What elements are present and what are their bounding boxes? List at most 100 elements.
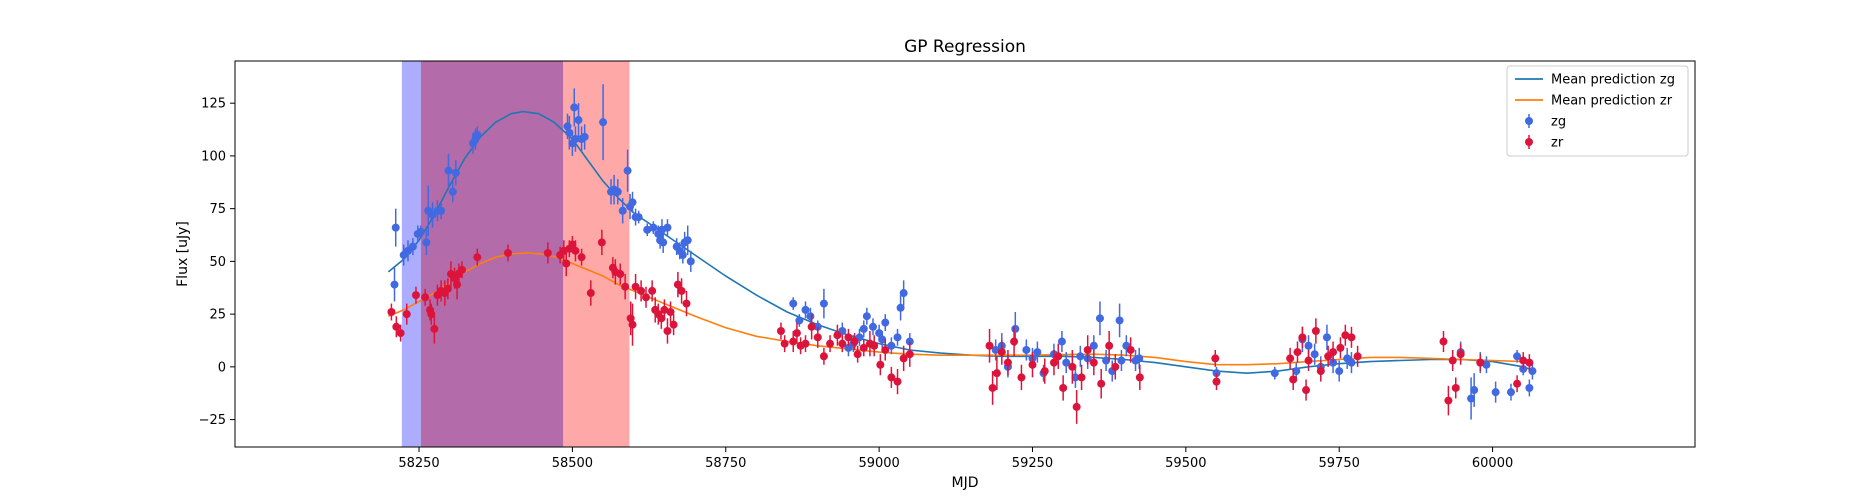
marker bbox=[905, 350, 914, 359]
marker bbox=[776, 326, 785, 335]
marker bbox=[1126, 345, 1135, 354]
marker bbox=[437, 206, 446, 215]
marker bbox=[1111, 362, 1120, 371]
marker bbox=[659, 238, 668, 247]
data-point-zr-18 bbox=[473, 248, 482, 266]
marker bbox=[1211, 354, 1220, 363]
data-point-zg-104 bbox=[1347, 352, 1356, 374]
marker bbox=[628, 320, 637, 329]
data-point-zr-97 bbox=[1212, 373, 1221, 391]
marker bbox=[422, 238, 431, 247]
data-point-zr-78 bbox=[1003, 349, 1012, 376]
marker bbox=[819, 352, 828, 361]
marker bbox=[1071, 373, 1080, 382]
marker bbox=[408, 242, 417, 251]
data-point-zg-24 bbox=[580, 124, 589, 150]
data-point-zr-85 bbox=[1059, 375, 1068, 401]
marker bbox=[473, 130, 482, 139]
data-point-zr-89 bbox=[1083, 335, 1092, 365]
marker bbox=[1289, 375, 1298, 384]
data-point-zr-73 bbox=[905, 341, 914, 367]
marker bbox=[850, 337, 859, 346]
marker bbox=[457, 265, 466, 274]
data-point-zr-48 bbox=[677, 278, 686, 304]
marker bbox=[1068, 362, 1077, 371]
marker bbox=[1298, 333, 1307, 342]
marker bbox=[1322, 333, 1331, 342]
marker bbox=[411, 291, 420, 300]
marker bbox=[1482, 360, 1491, 369]
marker bbox=[1010, 337, 1019, 346]
data-point-zr-108 bbox=[1336, 337, 1345, 359]
marker bbox=[887, 373, 896, 382]
marker bbox=[1102, 356, 1111, 365]
data-point-zr-105 bbox=[1316, 360, 1325, 382]
marker bbox=[503, 248, 512, 257]
marker bbox=[1062, 358, 1071, 367]
x-axis-label: MJD bbox=[952, 475, 979, 491]
marker bbox=[1476, 358, 1485, 367]
marker bbox=[631, 282, 640, 291]
data-point-zr-38 bbox=[642, 286, 651, 308]
marker bbox=[807, 322, 816, 331]
data-point-zg-30 bbox=[618, 198, 627, 224]
marker bbox=[1302, 386, 1311, 395]
data-point-zg-109 bbox=[1482, 356, 1491, 374]
marker bbox=[565, 128, 574, 137]
chart-title: GP Regression bbox=[904, 37, 1026, 57]
data-point-zr-114 bbox=[1448, 349, 1457, 372]
data-point-zr-49 bbox=[682, 290, 691, 317]
x-tick-label: 59250 bbox=[1012, 456, 1053, 471]
data-point-zr-47 bbox=[673, 271, 682, 298]
data-point-zr-44 bbox=[663, 318, 672, 344]
marker bbox=[586, 289, 595, 298]
data-point-zr-20 bbox=[543, 242, 552, 264]
marker bbox=[881, 318, 890, 327]
marker bbox=[1089, 341, 1098, 350]
data-point-zr-77 bbox=[997, 339, 1006, 365]
marker bbox=[682, 299, 691, 308]
data-point-zg-47 bbox=[683, 225, 692, 256]
data-point-zr-69 bbox=[881, 339, 890, 361]
x-tick-label: 58500 bbox=[552, 456, 593, 471]
marker bbox=[878, 335, 887, 344]
data-point-zr-56 bbox=[807, 314, 816, 340]
data-point-zr-91 bbox=[1097, 368, 1106, 399]
data-point-zr-43 bbox=[660, 299, 669, 321]
marker bbox=[896, 303, 905, 312]
marker bbox=[899, 354, 908, 363]
marker bbox=[637, 286, 646, 295]
marker bbox=[1353, 352, 1362, 361]
marker bbox=[1456, 350, 1465, 359]
marker bbox=[838, 339, 847, 348]
marker bbox=[1336, 343, 1345, 352]
data-point-zg-86 bbox=[1102, 349, 1111, 372]
data-point-zr-28 bbox=[586, 280, 595, 306]
marker bbox=[634, 213, 643, 222]
marker bbox=[992, 369, 1001, 378]
data-point-zg-48 bbox=[686, 250, 695, 272]
marker bbox=[686, 257, 695, 266]
data-point-zr-119 bbox=[1519, 352, 1528, 369]
marker bbox=[1519, 356, 1528, 365]
legend: Mean prediction zg Mean prediction zr zg zr bbox=[1506, 65, 1689, 157]
marker bbox=[543, 248, 552, 257]
marker bbox=[1316, 367, 1325, 376]
marker bbox=[1003, 358, 1012, 367]
data-point-zr-37 bbox=[637, 280, 646, 302]
marker bbox=[402, 310, 411, 319]
marker bbox=[1528, 367, 1537, 376]
marker bbox=[819, 299, 828, 308]
marker bbox=[1057, 337, 1066, 346]
data-point-zr-61 bbox=[838, 335, 847, 353]
marker bbox=[1491, 388, 1500, 397]
y-axis-label: Flux [uJy] bbox=[175, 221, 191, 287]
marker bbox=[1115, 316, 1124, 325]
data-point-zr-5 bbox=[421, 288, 430, 306]
data-point-zr-2 bbox=[396, 324, 405, 342]
marker bbox=[1135, 354, 1144, 363]
data-point-zg-98 bbox=[1310, 343, 1319, 365]
marker bbox=[1076, 352, 1085, 361]
data-point-zr-84 bbox=[1054, 343, 1063, 369]
